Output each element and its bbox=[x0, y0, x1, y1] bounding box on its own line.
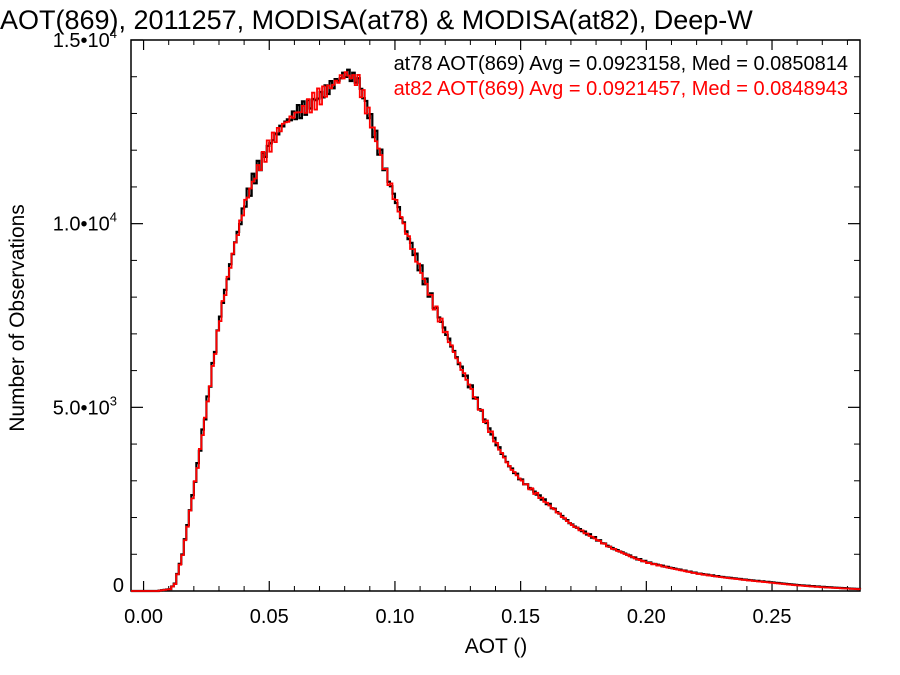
plot-frame bbox=[130, 39, 861, 592]
x-tick-label: 0.25 bbox=[753, 606, 792, 628]
series-layer bbox=[131, 68, 862, 593]
x-tick-label: 0.05 bbox=[250, 606, 289, 628]
y-axis-ticks bbox=[131, 39, 860, 592]
y-tick-base: 1.0•10 bbox=[53, 214, 110, 236]
y-tick-exponent: 4 bbox=[110, 26, 117, 41]
y-tick-label: 0 bbox=[113, 575, 124, 597]
y-axis-title: Number of Observations bbox=[6, 204, 29, 432]
x-tick-label: 0.20 bbox=[627, 606, 666, 628]
x-tick-label: 0.00 bbox=[124, 606, 163, 628]
y-tick-base: 1.5•10 bbox=[53, 30, 110, 52]
y-tick-label: 1.0•104 bbox=[53, 210, 117, 236]
y-tick-exponent: 4 bbox=[110, 210, 117, 225]
svg-text:1.5•104: 1.5•104 bbox=[53, 26, 117, 52]
x-axis-title: AOT () bbox=[465, 635, 528, 658]
y-tick-base: 5.0•10 bbox=[53, 397, 110, 419]
y-tick-label: 5.0•103 bbox=[53, 393, 117, 419]
series-line-at78 bbox=[131, 68, 862, 593]
x-axis-tick-labels: 0.00 0.05 0.10 0.15 0.20 0.25 bbox=[124, 606, 791, 628]
legend-entry-at82: at82 AOT(869) Avg = 0.0921457, Med = 0.0… bbox=[394, 78, 848, 100]
x-tick-label: 0.15 bbox=[501, 606, 540, 628]
x-tick-label: 0.10 bbox=[375, 606, 414, 628]
legend: at78 AOT(869) Avg = 0.0923158, Med = 0.0… bbox=[394, 53, 848, 100]
plot-area bbox=[130, 39, 862, 593]
svg-text:5.0•103: 5.0•103 bbox=[53, 393, 117, 419]
series-line-at82 bbox=[131, 71, 861, 592]
legend-entry-at78: at78 AOT(869) Avg = 0.0923158, Med = 0.0… bbox=[394, 53, 848, 75]
chart-title: AOT(869), 2011257, MODISA(at78) & MODISA… bbox=[0, 5, 753, 35]
svg-text:1.0•104: 1.0•104 bbox=[53, 210, 117, 236]
y-tick-label: 1.5•104 bbox=[53, 26, 117, 52]
x-axis-ticks bbox=[142, 40, 848, 591]
y-tick-base: 0 bbox=[113, 575, 124, 597]
y-tick-exponent: 3 bbox=[110, 393, 117, 408]
